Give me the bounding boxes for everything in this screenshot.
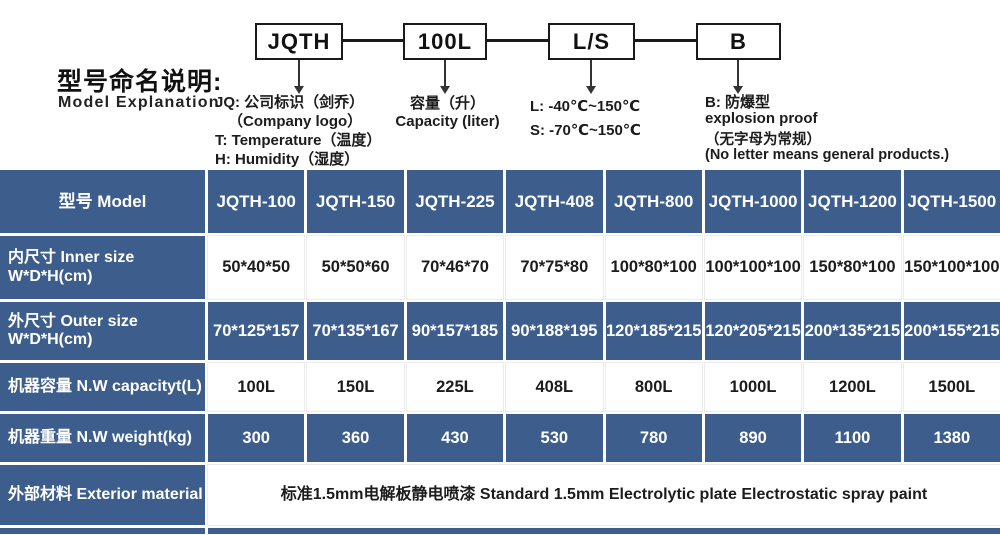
model-code-box-temp-range: L/S (548, 23, 635, 60)
header-cell: JQTH-800 (605, 170, 702, 233)
model-code-box-capacity: 100L (403, 23, 487, 60)
row-label-exterior-material: 外部材料 Exterior material (0, 465, 205, 525)
note-line: 容量（升） (409, 95, 485, 112)
table-cell: 360 (307, 414, 404, 462)
table-cell: 890 (704, 414, 802, 462)
note-line: H: Humidity（湿度） (215, 151, 360, 168)
note-line: (No letter means general products.) (705, 147, 950, 163)
header-cell-model: 型号 Model (0, 170, 205, 233)
table-cell: 225L (405, 362, 505, 412)
table-cell: 70*46*70 (405, 235, 505, 300)
row-label-capacity: 机器容量 N.W capacityt(L) (0, 363, 205, 411)
note-jqth-meaning: JQ: 公司标识（剑乔） （Company logo） T: Temperatu… (215, 93, 381, 169)
table-cell: 90*188*195 (506, 302, 603, 360)
table-cell: 1100 (804, 414, 901, 462)
table-cell: 150*80*100 (803, 235, 902, 300)
connector-line (634, 39, 697, 42)
note-line: L: -40℃~150℃ (530, 98, 641, 115)
note-line: T: Temperature（温度） (215, 132, 382, 149)
note-line: （无字母为常规） (705, 132, 821, 148)
table-cell: 300 (208, 414, 305, 462)
partial-row-stub (0, 528, 205, 534)
table-cell: 100*100*100 (703, 235, 803, 300)
note-line: Capacity (liter) (395, 113, 500, 130)
row-label-weight: 机器重量 N.W weight(kg) (0, 414, 205, 462)
table-cell: 780 (605, 414, 702, 462)
table-cell: 70*125*157 (208, 302, 305, 360)
table-cell: 1200L (803, 362, 902, 412)
table-cell: 150*100*100 (902, 235, 1000, 300)
table-cell: 70*135*167 (307, 302, 404, 360)
table-cell: 800L (604, 362, 703, 412)
note-line: JQ: 公司标识（剑乔） (215, 94, 365, 111)
note-line: explosion proof (705, 110, 818, 127)
exterior-material-value: 标准1.5mm电解板静电喷漆 Standard 1.5mm Electrolyt… (207, 464, 1000, 526)
spec-table: 型号 Model JQTH-100 JQTH-150 JQTH-225 JQTH… (0, 170, 1000, 535)
connector-line (342, 39, 404, 42)
header-cell: JQTH-150 (307, 170, 404, 233)
header-cell: JQTH-100 (208, 170, 305, 233)
partial-row-stub (208, 528, 1000, 534)
model-code-box-explosion: B (696, 23, 781, 60)
table-cell: 50*50*60 (306, 235, 405, 300)
table-cell: 70*75*80 (505, 235, 604, 300)
table-cell: 1500L (902, 362, 1000, 412)
model-code-box-jqth: JQTH (255, 23, 343, 60)
down-arrow-icon (440, 60, 450, 94)
table-cell: 90*157*185 (406, 302, 504, 360)
header-cell: JQTH-1500 (903, 170, 1000, 233)
row-label-outer-size: 外尺寸 Outer size W*D*H(cm) (0, 302, 205, 360)
table-cell: 50*40*50 (206, 235, 306, 300)
table-cell: 430 (406, 414, 504, 462)
table-cell: 1380 (903, 414, 1000, 462)
header-cell: JQTH-1000 (704, 170, 802, 233)
note-line: （Company logo） (228, 113, 363, 130)
table-cell: 408L (505, 362, 604, 412)
diagram-title-en: Model Explanation (58, 94, 220, 111)
model-naming-diagram: 型号命名说明: Model Explanation JQTH 100L L/S … (0, 0, 1000, 170)
table-cell: 120*185*215 (605, 302, 702, 360)
table-cell: 100L (206, 362, 306, 412)
connector-line (486, 39, 549, 42)
row-label-inner-size: 内尺寸 Inner size W*D*H(cm) (0, 236, 205, 299)
down-arrow-icon (733, 60, 743, 94)
table-cell: 200*155*215 (903, 302, 1000, 360)
table-cell: 530 (506, 414, 603, 462)
table-cell: 1000L (703, 362, 803, 412)
header-cell: JQTH-408 (506, 170, 603, 233)
table-cell: 150L (306, 362, 405, 412)
note-temp-range-meaning: L: -40℃~150℃ S: -70℃~150℃ (530, 95, 641, 143)
note-line: S: -70℃~150℃ (530, 122, 641, 139)
note-line: B: 防爆型 (705, 94, 770, 111)
down-arrow-icon (294, 60, 304, 94)
header-cell: JQTH-1200 (804, 170, 901, 233)
diagram-title-zh: 型号命名说明: (57, 68, 223, 96)
table-cell: 120*205*215 (704, 302, 802, 360)
table-cell: 100*80*100 (604, 235, 703, 300)
down-arrow-icon (586, 60, 596, 94)
note-capacity-meaning: 容量（升） Capacity (liter) (385, 95, 510, 131)
table-cell: 200*135*215 (804, 302, 901, 360)
note-explosion-proof-meaning: B: 防爆型 explosion proof （无字母为常规） (No lett… (705, 95, 949, 163)
header-cell: JQTH-225 (406, 170, 504, 233)
